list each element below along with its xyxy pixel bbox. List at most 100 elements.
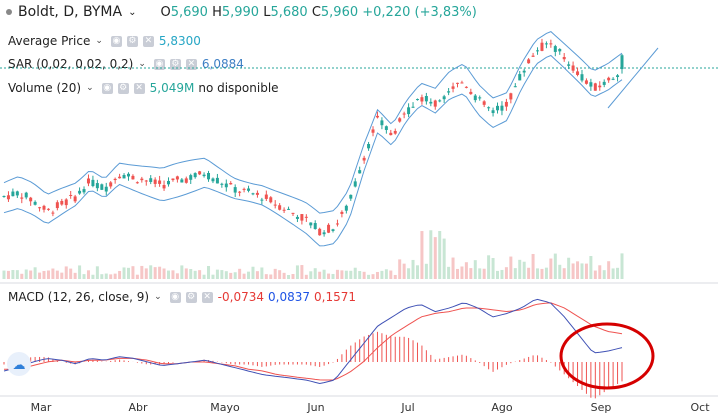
volume-bar bbox=[64, 266, 68, 279]
candle-body bbox=[424, 95, 428, 102]
volume-bar bbox=[247, 271, 251, 279]
volume-bar bbox=[100, 274, 104, 279]
candle-body bbox=[82, 189, 86, 193]
close-icon[interactable]: ✕ bbox=[133, 82, 145, 94]
volume-bar bbox=[51, 268, 55, 279]
candle-body bbox=[442, 96, 446, 100]
volume-bar bbox=[86, 270, 90, 279]
candle-body bbox=[73, 196, 77, 202]
macd-label[interactable]: MACD (12, 26, close, 9) bbox=[8, 290, 150, 304]
bollinger-upper bbox=[3, 31, 623, 214]
close-icon[interactable]: ✕ bbox=[142, 35, 154, 47]
candle-body bbox=[380, 120, 384, 126]
volume-bar bbox=[95, 266, 99, 279]
volume-bar bbox=[171, 270, 175, 279]
gear-icon[interactable]: ⚙ bbox=[117, 82, 129, 94]
eye-icon[interactable]: ◉ bbox=[101, 82, 113, 94]
candle-body bbox=[571, 65, 575, 71]
volume-bar bbox=[500, 269, 504, 279]
sar-label[interactable]: SAR (0,02, 0,02, 0,2) bbox=[8, 57, 134, 71]
volume-bar bbox=[375, 271, 379, 279]
volume-bar bbox=[180, 265, 184, 279]
candle-body bbox=[86, 178, 90, 184]
candle-body bbox=[69, 194, 73, 196]
candle-body bbox=[478, 97, 482, 99]
symbol-title[interactable]: Boldt, D, BYMA bbox=[18, 4, 123, 20]
candle-body bbox=[513, 86, 517, 88]
candle-body bbox=[562, 57, 566, 60]
eye-icon[interactable]: ◉ bbox=[153, 58, 165, 70]
candle-body bbox=[78, 190, 82, 194]
candle-body bbox=[536, 50, 540, 52]
volume-bar bbox=[518, 259, 522, 279]
volume-bar bbox=[429, 230, 433, 279]
candle-body bbox=[300, 214, 304, 221]
volume-bar bbox=[184, 268, 188, 279]
candle-body bbox=[100, 184, 104, 190]
candle-body bbox=[131, 175, 135, 180]
volume-bar bbox=[282, 272, 286, 279]
volume-bar bbox=[175, 273, 179, 279]
eye-icon[interactable]: ◉ bbox=[169, 291, 181, 303]
volume-bar bbox=[402, 263, 406, 279]
candle-body bbox=[135, 182, 139, 184]
low-value: 5,680 bbox=[270, 4, 308, 20]
volume-bar bbox=[233, 272, 237, 279]
x-tick-label: Jul bbox=[400, 401, 414, 414]
candle-body bbox=[402, 113, 406, 115]
candle-body bbox=[46, 208, 50, 210]
eye-icon[interactable]: ◉ bbox=[110, 35, 122, 47]
candle-body bbox=[487, 107, 491, 109]
candle-body bbox=[518, 74, 522, 81]
volume-bar bbox=[158, 266, 162, 279]
close-icon[interactable]: ✕ bbox=[201, 291, 213, 303]
volume-bar bbox=[504, 267, 508, 279]
candle-body bbox=[149, 178, 153, 182]
candle-body bbox=[113, 178, 117, 181]
candle-body bbox=[607, 77, 611, 81]
avg-price-legend: Average Price ⌄ ◉ ⚙ ✕ 5,8300 bbox=[8, 34, 201, 48]
volume-bar bbox=[527, 267, 531, 279]
vol-label[interactable]: Volume (20) bbox=[8, 81, 82, 95]
candle-body bbox=[11, 191, 15, 197]
chevron-down-icon[interactable]: ⌄ bbox=[128, 6, 137, 18]
macd-legend: MACD (12, 26, close, 9) ⌄ ◉ ⚙ ✕ -0,0734 0,0… bbox=[8, 290, 356, 304]
volume-bar bbox=[42, 270, 46, 279]
candle-body bbox=[15, 191, 19, 196]
gear-icon[interactable]: ⚙ bbox=[169, 58, 181, 70]
volume-bar bbox=[420, 231, 424, 279]
x-tick-label: Sep bbox=[591, 401, 612, 414]
candle-body bbox=[464, 86, 468, 88]
candle-body bbox=[309, 222, 313, 226]
candle-body bbox=[207, 173, 211, 180]
avg-label[interactable]: Average Price bbox=[8, 34, 91, 48]
volume-bar bbox=[73, 272, 77, 279]
candle-body bbox=[278, 205, 282, 210]
volume-bar bbox=[567, 257, 571, 279]
volume-bar bbox=[487, 255, 491, 279]
macd-line-value: 0,0837 bbox=[268, 290, 310, 304]
candle-body bbox=[549, 43, 553, 45]
candle-body bbox=[220, 183, 224, 185]
close-icon[interactable]: ✕ bbox=[185, 58, 197, 70]
volume-bar bbox=[82, 274, 86, 279]
candle-body bbox=[158, 180, 162, 184]
volume-bar bbox=[46, 270, 50, 279]
candle-body bbox=[238, 191, 242, 193]
volume-bar bbox=[442, 238, 446, 279]
candle-body bbox=[482, 101, 486, 105]
volume-bar bbox=[109, 274, 113, 279]
candle-body bbox=[553, 46, 557, 52]
gear-icon[interactable]: ⚙ bbox=[185, 291, 197, 303]
volume-bar bbox=[144, 268, 148, 279]
gear-icon[interactable]: ⚙ bbox=[126, 35, 138, 47]
candle-body bbox=[104, 186, 108, 192]
candle-body bbox=[255, 192, 259, 195]
volume-bar bbox=[207, 265, 211, 279]
volume-bar bbox=[344, 270, 348, 279]
high-value: 5,990 bbox=[221, 4, 260, 20]
volume-bar bbox=[496, 270, 500, 279]
volume-bar bbox=[562, 268, 566, 279]
volume-bar bbox=[318, 271, 322, 279]
